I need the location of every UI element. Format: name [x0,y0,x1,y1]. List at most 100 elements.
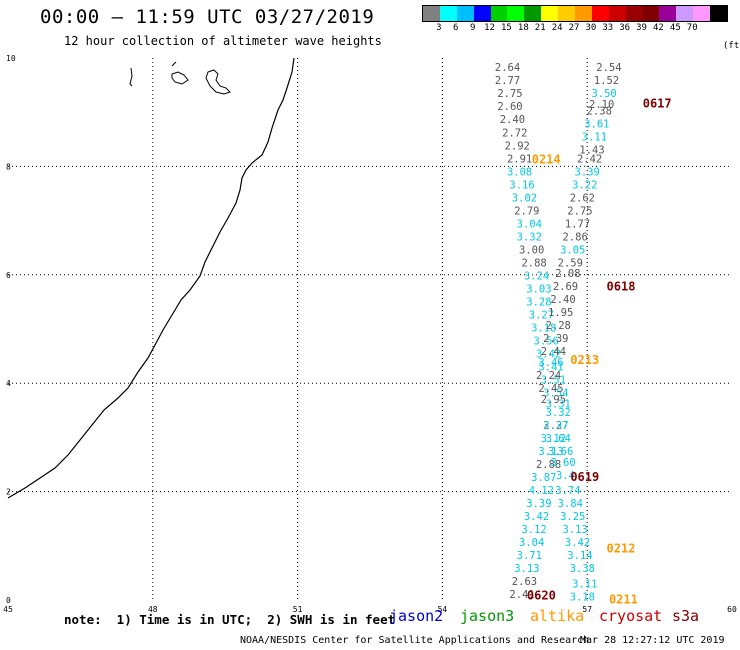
pass-label: 0213 [570,353,599,367]
color-scale-label: 30 [585,23,597,33]
color-swatch [507,6,525,21]
legend-cryosat: cryosat [599,607,663,625]
color-swatch [490,6,508,21]
track-b-value: 3.66 [548,446,573,458]
track-a-value: 3.03 [526,283,551,295]
color-swatch [693,6,711,21]
x-tick-label: 48 [148,605,158,614]
track-a-value: 3.18 [531,322,556,334]
axis-ticks: 45 48 51 54 57 60 0 2 4 6 8 10 [3,54,737,614]
y-tick-label: 2 [6,488,11,497]
x-tick-label: 60 [727,605,737,614]
track-a-value: 2.91 [507,153,532,165]
track-b-value: 3.37 [543,420,568,432]
track-a-value: 2.60 [497,101,522,113]
color-swatch [625,6,643,21]
track-b-value: 2.44 [541,346,566,358]
track-a-value: 3.28 [526,296,551,308]
track-b-value: 3.18 [570,592,595,604]
color-swatch [456,6,474,21]
track-a-value: 2.40 [500,114,525,126]
track-a-value: 3.24 [524,270,549,282]
track-b-value: 2.86 [562,231,587,243]
track-a-value: 3.41 [538,361,563,373]
map-grid [8,58,732,600]
track-a-value: 3.39 [526,498,551,510]
pass-label: 0211 [609,592,638,606]
track-a-value: 3.42 [536,348,561,360]
track-a-value: 3.27 [529,309,554,321]
color-scale-label: 12 [484,23,495,33]
track-b-value: 2.62 [570,192,595,204]
color-scale-label: 27 [568,23,580,33]
track-b-value: 3.22 [572,179,597,191]
pass-labels: 0214 0213 0212 0211 0617 0618 0619 0620 [527,96,672,606]
color-swatch [524,6,542,21]
track-b-value: 2.69 [553,281,578,293]
track-a-value: 2.88 [536,459,561,471]
map-subtitle: 12 hour collection of altimeter wave hei… [64,34,382,48]
track-b-value: 3.13 [562,524,587,536]
track-b-value: 1.43 [579,145,604,157]
track-b-value: 2.28 [546,320,571,332]
track-a-value: 3.12 [541,433,566,445]
pass-label: 0620 [527,589,556,603]
legend-s3a: s3a [672,607,700,625]
track-a-value: 2.79 [514,205,539,217]
color-scale-label: 36 [619,23,631,33]
track-a-value: 2.88 [521,257,546,269]
track-a-value: 3.12 [521,524,546,536]
track-b-value: 3.11 [582,132,607,144]
track-b-value: 3.25 [560,511,585,523]
color-swatch [642,6,660,21]
color-swatch [710,6,728,21]
track-b-value: 2.08 [555,268,580,280]
x-tick-label: 45 [3,605,13,614]
pass-label: 0214 [532,152,561,166]
track-b-value: 2.24 [536,370,561,382]
track-b-value: 2.95 [541,394,566,406]
track-a-value: 3.87 [531,472,556,484]
color-swatch [591,6,609,21]
color-scale-label: 3 [436,23,442,33]
color-scale-label: 21 [534,23,546,33]
track-a-value: 2.92 [505,140,530,152]
track-b-value: 2.45 [538,383,563,395]
track-b-value: 3.05 [560,244,585,256]
color-scale-label: 39 [636,23,647,33]
track-b-value: 3.84 [558,498,583,510]
track-a-value: 2.63 [512,576,537,588]
color-swatch [676,6,694,21]
track-a-value: 3.32 [517,231,542,243]
island-3 [205,69,231,95]
color-scale-label: 70 [686,23,698,33]
track-a-value: 3.00 [519,244,544,256]
color-swatch [659,6,677,21]
color-scale-label: 9 [469,23,476,33]
color-scale-label: 6 [453,23,459,33]
color-scale-label: 18 [517,23,529,33]
track-b-value: 2.39 [543,333,568,345]
track-b-value: 2.59 [558,257,583,269]
color-swatch [439,6,457,21]
color-swatch [608,6,626,21]
color-scale-swatches [422,5,728,22]
island-2 [171,61,189,85]
track-b-value: 2.75 [567,205,592,217]
track-b-value: 3.42 [565,537,590,549]
track-a-value: 3.08 [507,166,532,178]
track-a-value: 3.31 [546,398,571,410]
color-swatch [423,6,440,21]
map-title: 00:00 – 11:59 UTC 03/27/2019 [40,6,375,28]
track-a-value: 3.42 [524,511,549,523]
color-swatch [541,6,559,21]
track-a-value: 2.75 [497,88,522,100]
track-a-value: 3.13 [538,446,563,458]
track-a-value: 3.71 [517,550,542,562]
track-b-value: 1.77 [565,218,590,230]
track-b-value: 2.40 [550,294,575,306]
track-a-value: 3.02 [512,192,537,204]
pass-label: 0619 [570,470,599,484]
track-a-value: 2.77 [495,75,520,87]
